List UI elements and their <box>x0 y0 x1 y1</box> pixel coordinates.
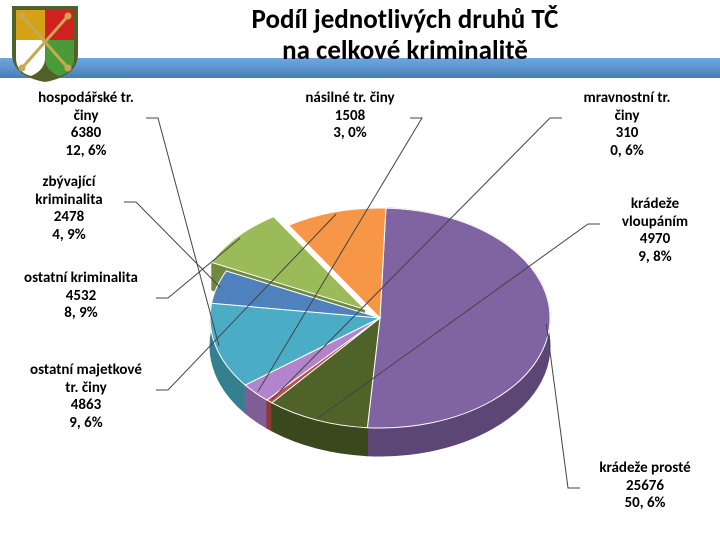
pie-chart <box>200 148 560 508</box>
label-nasilne: násilné tr. činy 1508 3, 0% <box>290 88 410 145</box>
label-hospodarske: hospodářské tr. činy 6380 12, 6% <box>26 88 146 163</box>
label-ostatni-kriminalita: ostatní kriminalita 4532 8, 9% <box>6 268 156 325</box>
header: Podíl jednotlivých druhů TČna celkové kr… <box>0 0 720 78</box>
logo-shield-icon <box>8 2 82 84</box>
label-mravnostni: mravnostní tr. činy 310 0, 6% <box>562 88 692 163</box>
label-kradeze-vloupanim: krádeže vloupáním 4970 9, 8% <box>600 194 710 269</box>
chart-area: hospodářské tr. činy 6380 12, 6% zbývají… <box>0 88 720 540</box>
page-title: Podíl jednotlivých druhů TČna celkové kr… <box>100 4 710 66</box>
label-zbyvajici: zbývající kriminalita 2478 4, 9% <box>14 172 124 247</box>
label-kradeze-proste: krádeže prosté 25676 50, 6% <box>580 458 710 515</box>
label-ostatni-majetkove: ostatní majetkové tr. činy 4863 9, 6% <box>16 360 156 435</box>
